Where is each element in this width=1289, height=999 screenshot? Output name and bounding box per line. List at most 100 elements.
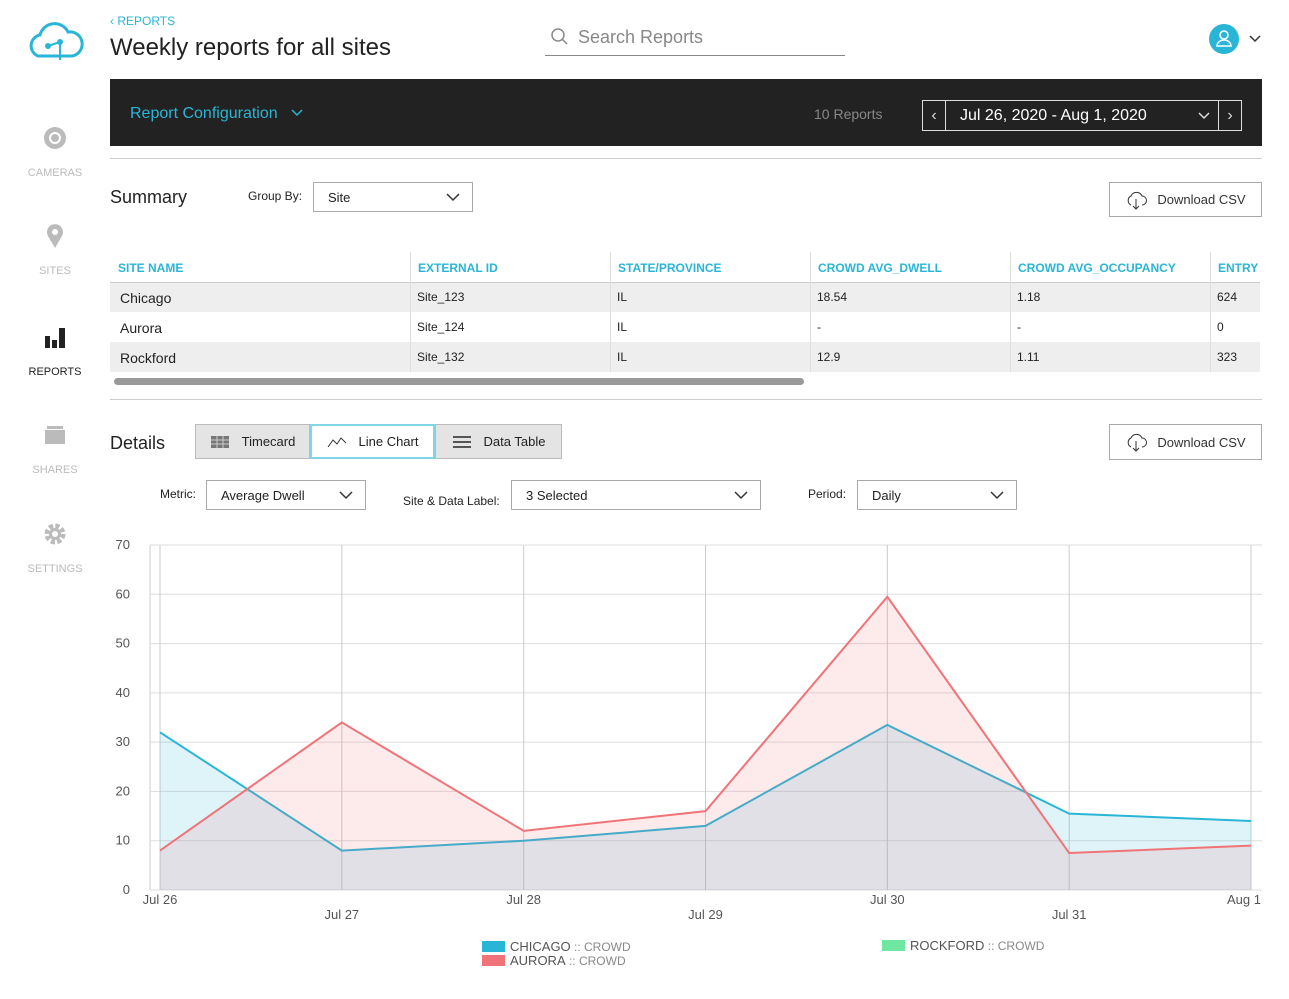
legend-entry[interactable]: ROCKFORD :: CROWD bbox=[910, 938, 1045, 953]
cloud-icon bbox=[1128, 433, 1148, 452]
column-divider bbox=[410, 252, 411, 372]
chevron bbox=[734, 491, 748, 500]
table-cell: Site_132 bbox=[417, 350, 465, 364]
tab-text[interactable]: Timecard bbox=[241, 434, 296, 449]
search-input[interactable]: Search Reports bbox=[578, 27, 704, 47]
column-divider bbox=[810, 252, 811, 372]
legend-entry[interactable]: CHICAGO :: CROWD bbox=[510, 939, 631, 954]
nav-label[interactable]: REPORTS bbox=[28, 366, 82, 378]
x-tick-label: Aug 1 bbox=[1227, 892, 1261, 907]
group-by-select[interactable]: Site bbox=[313, 182, 473, 212]
date-chevron[interactable] bbox=[1197, 111, 1211, 121]
search-underline bbox=[545, 55, 845, 56]
nav-label[interactable]: SITES bbox=[39, 265, 71, 277]
date-picker[interactable]: ‹ Jul 26, 2020 - Aug 1, 2020 › bbox=[922, 100, 1242, 131]
group-by-label: Group By: bbox=[248, 189, 303, 203]
nav-label[interactable]: SHARES bbox=[32, 464, 78, 476]
table-cell: IL bbox=[617, 320, 628, 334]
column-divider bbox=[610, 252, 611, 372]
series-line bbox=[159, 723, 1252, 852]
legend-tag: :: CROWD bbox=[574, 940, 631, 954]
legend-swatch bbox=[482, 955, 505, 966]
table-cell: 18.54 bbox=[817, 290, 848, 304]
table-cell: IL bbox=[617, 350, 628, 364]
nav-icon[interactable] bbox=[40, 123, 70, 153]
chevron bbox=[291, 109, 303, 117]
divider bbox=[110, 158, 1262, 159]
column-header[interactable]: SITE NAME bbox=[118, 261, 184, 275]
next-week[interactable]: › bbox=[1218, 101, 1241, 130]
cloud-icon bbox=[1128, 191, 1148, 210]
scrollbar[interactable] bbox=[114, 378, 804, 385]
table-cell: 0 bbox=[1217, 320, 1224, 334]
column-divider bbox=[1010, 252, 1011, 372]
period-value[interactable]: Daily bbox=[872, 487, 901, 503]
y-tick-label: 40 bbox=[116, 685, 130, 700]
download-csv[interactable]: Download CSV bbox=[1109, 424, 1262, 460]
tab-text[interactable]: Data Table bbox=[483, 434, 546, 449]
table-cell: IL bbox=[617, 290, 628, 304]
details-title: Details bbox=[110, 433, 166, 453]
date-range[interactable]: Jul 26, 2020 - Aug 1, 2020 bbox=[960, 107, 1147, 124]
report-count: 10 Reports bbox=[814, 106, 883, 122]
x-tick-label: Jul 26 bbox=[143, 892, 178, 907]
nav-icon[interactable] bbox=[40, 519, 70, 549]
table-cell: Chicago bbox=[120, 290, 172, 306]
site-value[interactable]: 3 Selected bbox=[526, 487, 588, 503]
metric-value[interactable]: Average Dwell bbox=[221, 487, 305, 503]
summary-title: Summary bbox=[110, 187, 188, 207]
nav-icon[interactable] bbox=[40, 322, 70, 352]
y-tick-label: 30 bbox=[116, 734, 130, 749]
view-tab[interactable]: Data Table bbox=[435, 424, 562, 459]
report-config[interactable]: Report Configuration bbox=[130, 105, 304, 123]
toolbar bbox=[110, 79, 1262, 146]
back-text[interactable]: REPORTS bbox=[117, 14, 176, 28]
view-tab[interactable]: Line Chart bbox=[310, 424, 435, 459]
column-header[interactable]: CROWD AVG_OCCUPANCY bbox=[1018, 261, 1176, 275]
y-tick-label: 20 bbox=[116, 783, 130, 798]
view-tab[interactable]: Timecard bbox=[195, 424, 310, 459]
series-area bbox=[160, 724, 1251, 890]
legend-tag: :: CROWD bbox=[988, 939, 1045, 953]
user-menu[interactable] bbox=[1208, 23, 1264, 55]
table-header bbox=[110, 252, 1260, 283]
tab-text[interactable]: Line Chart bbox=[358, 434, 419, 449]
y-tick-label: 70 bbox=[116, 537, 130, 552]
download-text[interactable]: Download CSV bbox=[1157, 192, 1246, 207]
column-header[interactable]: ENTRY bbox=[1218, 261, 1259, 275]
site-select[interactable]: 3 Selected bbox=[511, 480, 761, 510]
group-by-value[interactable]: Site bbox=[328, 189, 351, 205]
report-config-text[interactable]: Report Configuration bbox=[130, 105, 278, 122]
nav-icon[interactable] bbox=[40, 420, 70, 450]
table-cell: Aurora bbox=[120, 320, 163, 336]
download-text[interactable]: Download CSV bbox=[1157, 434, 1246, 450]
legend-tag: :: CROWD bbox=[569, 954, 626, 968]
nav-label[interactable]: SETTINGS bbox=[27, 563, 83, 575]
nav-label[interactable]: CAMERAS bbox=[27, 167, 83, 179]
legend-swatch bbox=[482, 941, 505, 952]
table-row bbox=[110, 342, 1260, 372]
site-label: Site & Data Label: bbox=[403, 494, 500, 508]
table-row bbox=[110, 312, 1260, 342]
chevron bbox=[446, 193, 460, 202]
table-cell: Site_123 bbox=[417, 290, 465, 304]
legend-entry[interactable]: AURORA :: CROWD bbox=[510, 953, 626, 968]
download-csv[interactable]: Download CSV bbox=[1109, 182, 1262, 217]
column-header[interactable]: STATE/PROVINCE bbox=[618, 261, 722, 275]
series-line bbox=[159, 595, 1252, 855]
column-header[interactable]: EXTERNAL ID bbox=[418, 261, 498, 275]
chevron bbox=[339, 491, 353, 500]
x-tick-label: Jul 30 bbox=[870, 892, 905, 907]
period-select[interactable]: Daily bbox=[857, 480, 1017, 510]
nav-icon[interactable] bbox=[40, 221, 70, 251]
column-header[interactable]: CROWD AVG_DWELL bbox=[818, 261, 942, 275]
table-cell: Rockford bbox=[120, 350, 177, 366]
metric-select[interactable]: Average Dwell bbox=[206, 480, 366, 510]
prev-week[interactable]: ‹ bbox=[923, 101, 946, 130]
y-tick-label: 50 bbox=[116, 636, 130, 651]
back-link[interactable]: ‹ REPORTS bbox=[110, 14, 176, 28]
